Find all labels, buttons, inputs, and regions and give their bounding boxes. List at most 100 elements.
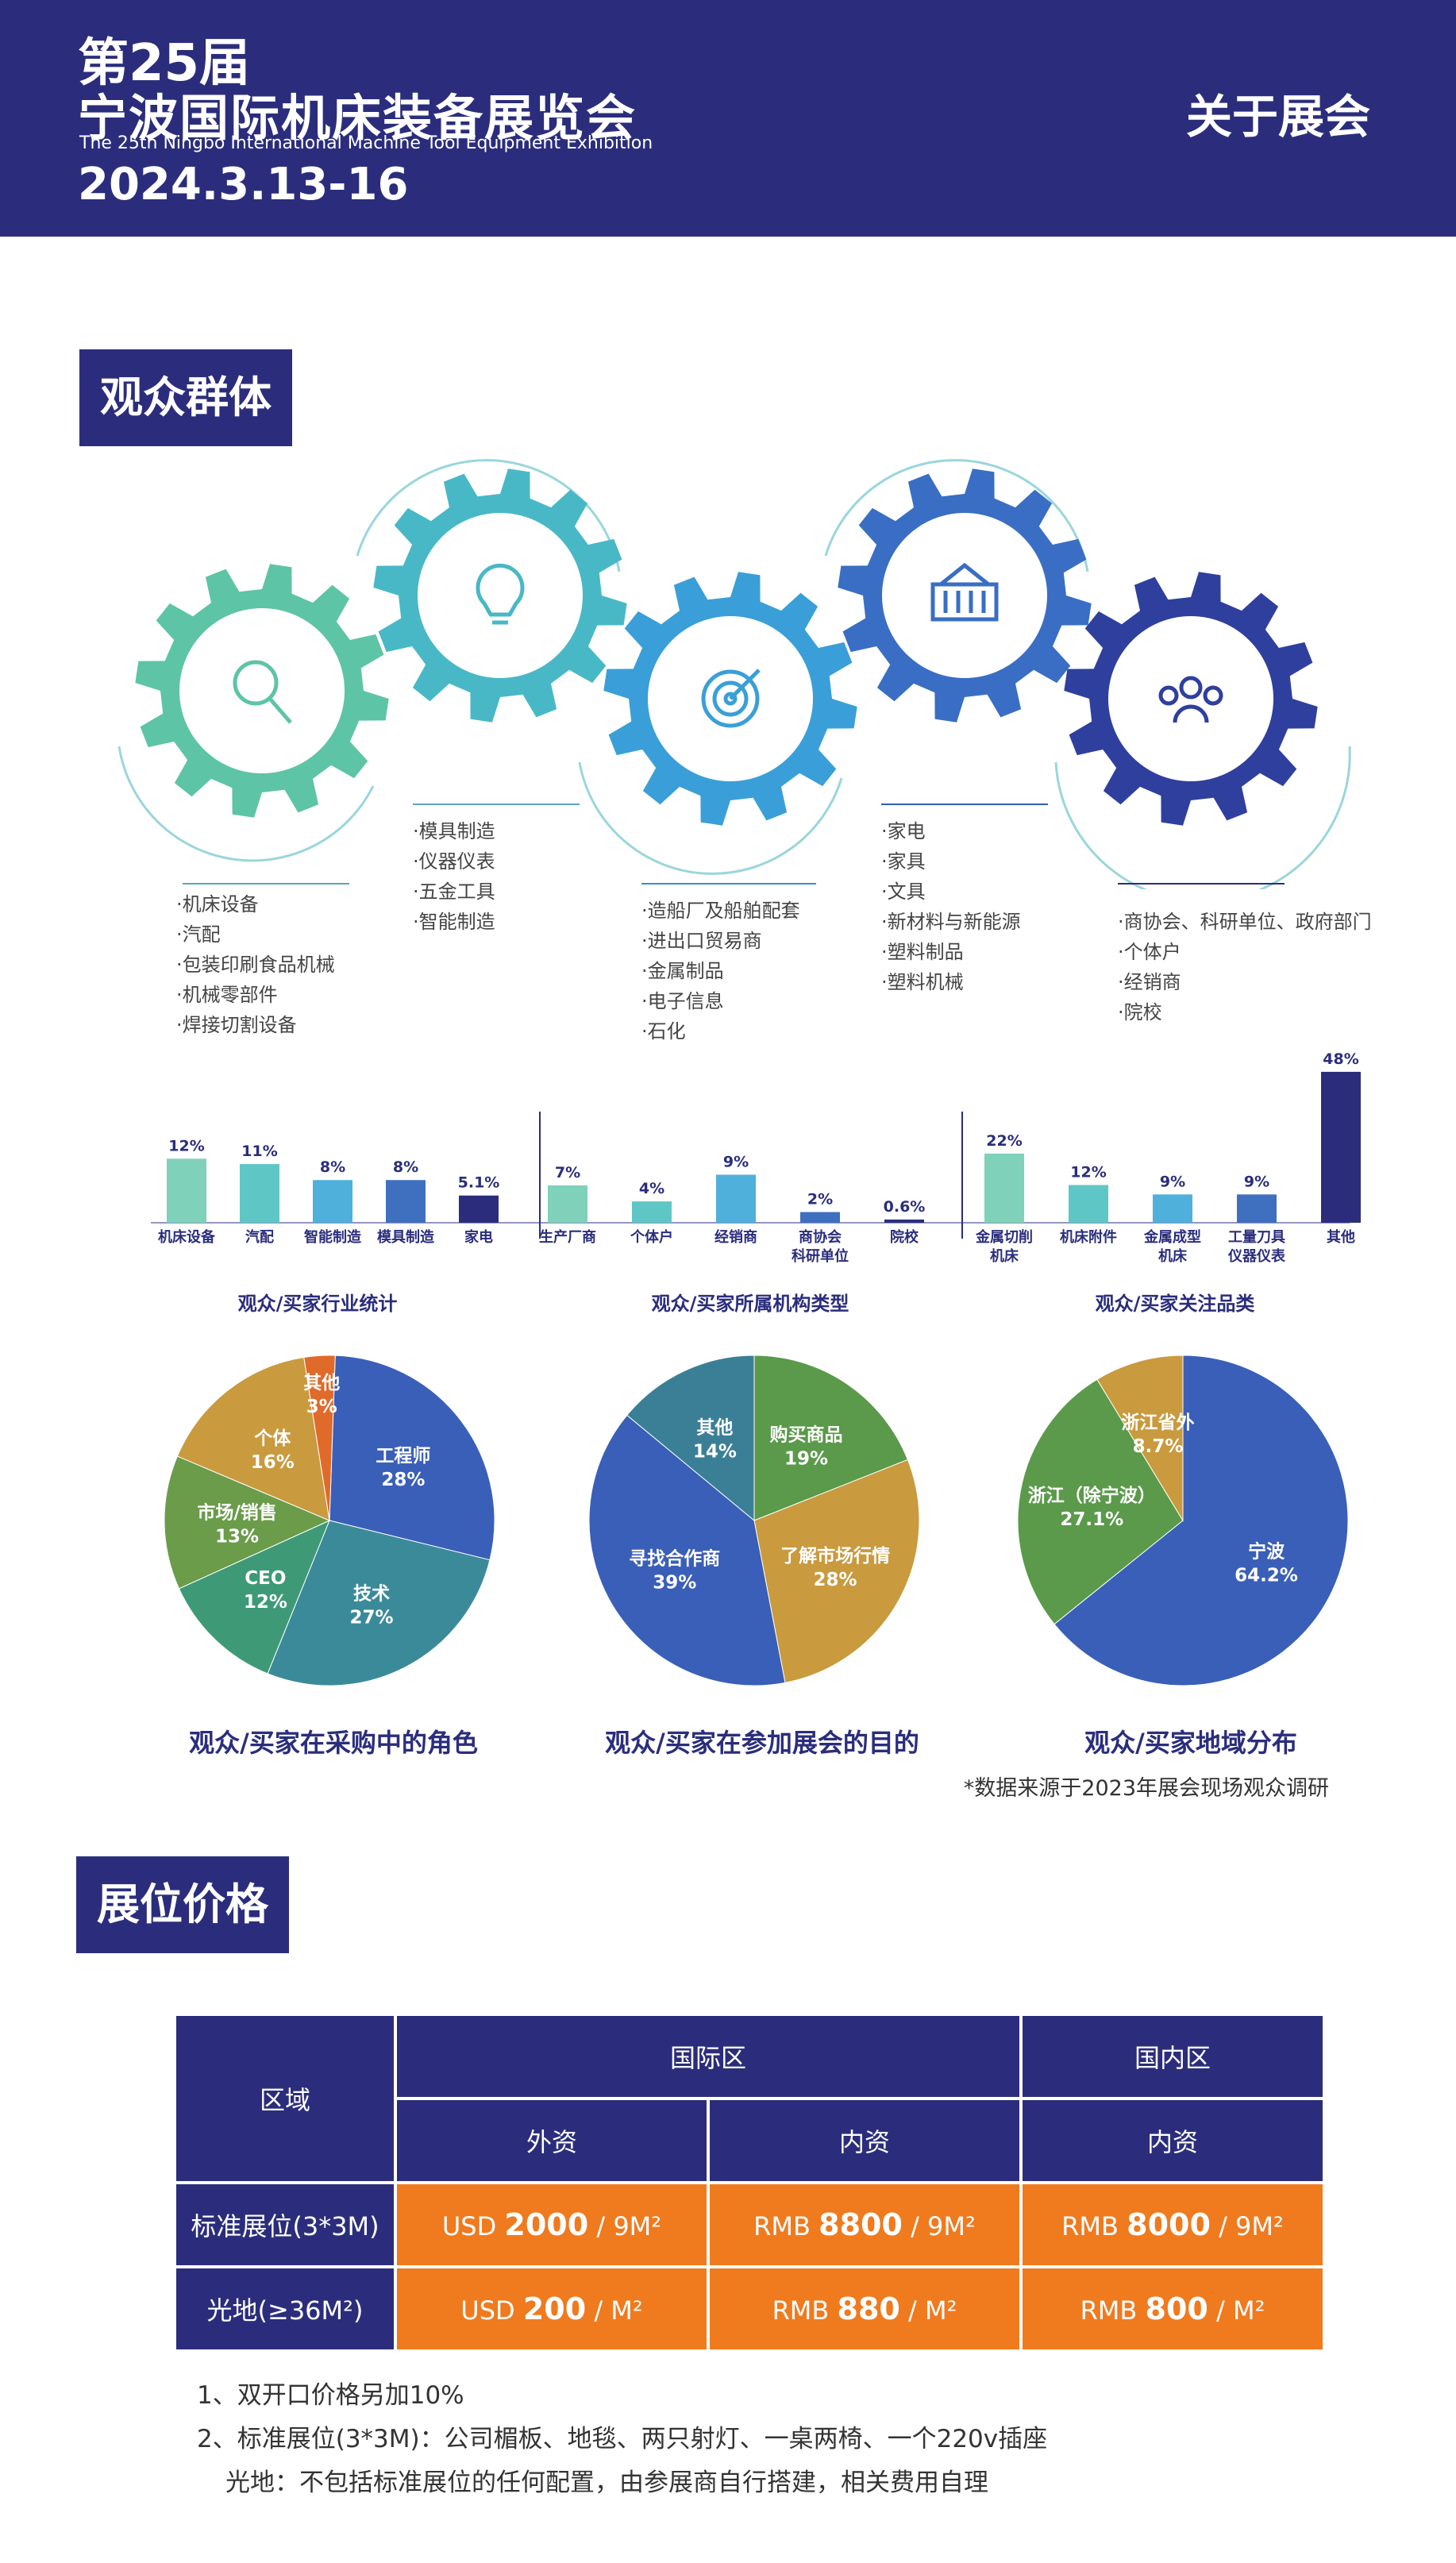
- list-item: ·塑料机械: [881, 971, 964, 993]
- arrow-arc: [117, 746, 375, 862]
- divider-line: [1118, 883, 1285, 885]
- bar: [632, 1201, 672, 1223]
- pie-slice-value: 64.2%: [1235, 1565, 1298, 1586]
- price-cell: USD 2000 / 9M²: [394, 2181, 710, 2268]
- exhibition-date: 2024.3.13-16: [78, 159, 409, 210]
- bar-category-label: 金属切削: [975, 1228, 1033, 1246]
- pie-slice-value: 28%: [381, 1470, 425, 1490]
- pie-slice: [164, 1455, 331, 1590]
- gear-center: [882, 513, 1047, 678]
- price-cell: RMB 8000 / 9M²: [1019, 2181, 1326, 2268]
- pie-slice-value: 28%: [814, 1570, 857, 1590]
- list-item: ·包装印刷食品机械: [176, 954, 335, 976]
- list-item: ·仪器仪表: [413, 850, 495, 873]
- standard-booth-label: 标准展位(3*3M): [173, 2181, 397, 2268]
- divider-line: [413, 804, 580, 805]
- magnifier-icon: [233, 660, 292, 724]
- list-item: ·石化: [641, 1020, 686, 1043]
- pie-slice: [1053, 1355, 1349, 1686]
- pie-slice: [753, 1459, 920, 1683]
- gear-chain-graphic: [117, 459, 1351, 889]
- list-item: ·个体户: [1118, 941, 1181, 963]
- foreign-capital-header: 外资: [394, 2097, 710, 2184]
- industry-list-3: ·造船厂及船舶配套 ·进出口贸易商 ·金属制品 ·电子信息 ·石化: [641, 896, 800, 1046]
- gear-center: [418, 513, 583, 678]
- pie-slice-value: 8.7%: [1133, 1436, 1184, 1457]
- pricing-note: 2、标准展位(3*3M)：公司楣板、地毯、两只射灯、一桌两椅、一个220v插座: [197, 2425, 1048, 2453]
- price-cell: RMB 880 / M²: [707, 2265, 1023, 2353]
- list-item: ·家具: [881, 850, 926, 873]
- exhibition-title: 宁波国际机床装备展览会: [78, 89, 637, 147]
- pie-slice-label: 购买商品: [769, 1424, 842, 1446]
- domestic-capital-header: 内资: [1019, 2097, 1326, 2184]
- pie-slice-value: 16%: [251, 1452, 295, 1473]
- people-icon: [1158, 676, 1223, 723]
- pie-slice: [176, 1356, 330, 1521]
- bar-value-label: 48%: [1323, 1050, 1358, 1068]
- arrow-arc: [1054, 746, 1351, 889]
- pie-charts: 工程师 28% 技术 27% CEO 12% 市场/销售 13% 个体 16% 其他 3% 购买商品 19…: [164, 1355, 1349, 1686]
- exhibition-title-en: The 25th Ningbo International Machine To…: [79, 133, 653, 153]
- bar-value-label: 9%: [1160, 1173, 1185, 1190]
- pie-slice: [1096, 1355, 1184, 1522]
- pie-slice-label: 其他: [303, 1373, 340, 1393]
- bar-category-label: 机床附件: [1060, 1228, 1117, 1246]
- pie-slice-value: 39%: [653, 1572, 696, 1593]
- bar-chart-title-1: 观众/买家行业统计: [237, 1293, 398, 1315]
- pie-slice-value: 3%: [306, 1397, 337, 1417]
- bar-chart-title-2: 观众/买家所属机构类型: [651, 1293, 849, 1315]
- arrow-arc: [824, 459, 1089, 572]
- list-item: ·机床设备: [176, 893, 259, 915]
- pie-slice-value: 12%: [244, 1592, 287, 1613]
- bar: [167, 1158, 206, 1223]
- bar-category-label: 汽配: [245, 1228, 274, 1246]
- bar-value-label: 12%: [1070, 1163, 1106, 1181]
- bar-category-label: 机床设备: [158, 1228, 216, 1246]
- list-item: ·经销商: [1118, 971, 1181, 993]
- list-item: ·智能制造: [413, 911, 495, 933]
- list-item: ·汽配: [176, 923, 221, 946]
- price-cell: USD 200 / M²: [394, 2265, 710, 2353]
- pie-slice-label: 寻找合作商: [629, 1547, 720, 1569]
- pie-slice-value: 27.1%: [1060, 1509, 1123, 1530]
- list-item: ·新材料与新能源: [881, 911, 1021, 933]
- bar-category-label: 金属成型: [1143, 1228, 1201, 1246]
- pie-slice-label: 其他: [696, 1418, 733, 1439]
- pie-slice-value: 14%: [693, 1442, 737, 1463]
- list-item: ·金属制品: [641, 960, 724, 982]
- bar: [984, 1153, 1024, 1223]
- bar-category-label: 仪器仪表: [1227, 1247, 1286, 1265]
- bar-category-label: 工量刀具: [1228, 1228, 1285, 1246]
- bar-value-label: 4%: [639, 1180, 664, 1197]
- bar-category-label: 其他: [1327, 1228, 1355, 1246]
- pie-slice: [626, 1355, 755, 1522]
- pie-slice-label: 技术: [353, 1584, 390, 1605]
- bar-category-label: 模具制造: [377, 1228, 434, 1246]
- bar-value-label: 9%: [1244, 1173, 1269, 1190]
- audience-section-title: 观众群体: [79, 349, 292, 446]
- region-header: 区域: [173, 2013, 397, 2184]
- pie-slice-label: 个体: [254, 1428, 291, 1449]
- bar: [240, 1164, 279, 1223]
- pie-slice: [178, 1520, 330, 1675]
- pie-slice-label: 了解市场行情: [780, 1545, 890, 1567]
- gear-center: [179, 608, 345, 773]
- pie-slice-label: 工程师: [376, 1446, 430, 1466]
- list-item: ·焊接切割设备: [176, 1014, 297, 1036]
- bar-category-label: 经销商: [715, 1228, 757, 1246]
- pie-slice-label: 宁波: [1248, 1540, 1285, 1562]
- bar-value-label: 5.1%: [458, 1174, 500, 1192]
- pie-slice: [329, 1355, 495, 1561]
- bar-category-label: 科研单位: [792, 1247, 849, 1265]
- international-zone-header: 国际区: [394, 2013, 1023, 2100]
- bar-value-label: 11%: [241, 1143, 277, 1160]
- bar: [1153, 1194, 1192, 1223]
- bar-category-label: 智能制造: [304, 1228, 361, 1246]
- lightbulb-icon: [476, 563, 525, 625]
- bar: [459, 1195, 499, 1223]
- price-cell: RMB 800 / M²: [1019, 2265, 1326, 2353]
- list-item: ·电子信息: [641, 990, 724, 1012]
- booth-price-table: 区域 国际区 国内区 外资 内资 内资 标准展位(3*3M) USD 2000 …: [173, 2013, 1326, 2353]
- bar: [1069, 1185, 1108, 1223]
- divider-line: [183, 883, 349, 885]
